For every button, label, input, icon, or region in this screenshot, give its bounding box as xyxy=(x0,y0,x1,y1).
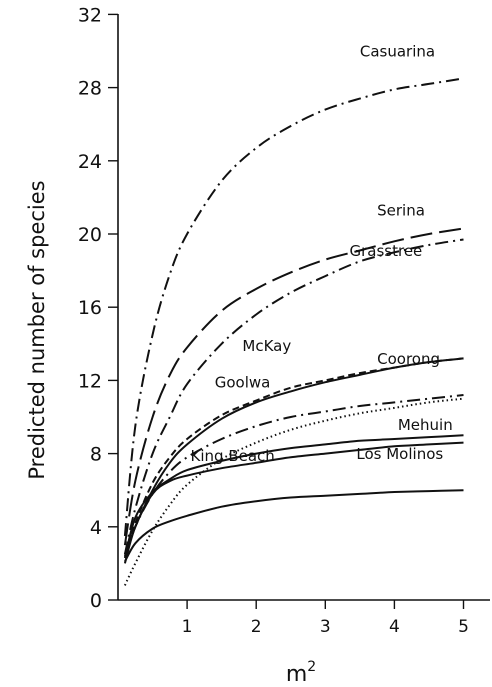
y-tick-label: 8 xyxy=(90,444,102,466)
curve-labels: Casuarina Serina Grasstree McKay Coorong Gool… xyxy=(191,42,453,464)
x-axis-label-superscript: 2 xyxy=(307,659,316,675)
series-line-coorong xyxy=(123,357,464,557)
series-line-unlabeled-6 xyxy=(123,397,464,586)
y-tick-label: 12 xyxy=(78,370,102,392)
y-tick-label: 0 xyxy=(90,590,102,612)
series-line-casuarina xyxy=(123,77,464,537)
curve-label: Grasstree xyxy=(349,242,422,260)
x-tick-label: 5 xyxy=(458,617,469,637)
series-line-king-beach xyxy=(123,441,464,564)
series-line-mehuin xyxy=(123,434,464,559)
y-axis-label: Predicted number of species xyxy=(25,180,49,479)
y-tick-label: 16 xyxy=(78,297,102,319)
curve-label: Coorong xyxy=(377,350,440,368)
curve-label: Los Molinos xyxy=(356,445,443,463)
curve-label: McKay xyxy=(242,337,291,355)
curve-label: Mehuin xyxy=(398,416,453,434)
curve-label: Serina xyxy=(377,202,425,220)
curve-label: Goolwa xyxy=(215,374,271,392)
y-tick-label: 24 xyxy=(78,151,102,173)
y-tick-label: 20 xyxy=(78,224,102,246)
x-tick-label: 3 xyxy=(320,617,331,637)
x-tick-label: 4 xyxy=(389,617,400,637)
y-tick-label: 4 xyxy=(90,517,102,539)
x-tick-label: 1 xyxy=(182,617,193,637)
series-line-goolwa xyxy=(123,394,464,559)
series-line-grasstree xyxy=(123,238,464,555)
x-axis-label-base: m xyxy=(286,662,307,687)
y-tick-label: 28 xyxy=(78,78,102,100)
curve-label: Casuarina xyxy=(360,42,435,60)
curves xyxy=(123,77,464,586)
series-line-serina xyxy=(123,227,464,546)
x-tick-label: 2 xyxy=(251,617,262,637)
series-line-los-molinos xyxy=(124,489,464,563)
x-axis-label: m2 xyxy=(286,659,316,687)
y-tick-label: 32 xyxy=(78,4,102,26)
curve-label: King Beach xyxy=(191,447,275,465)
